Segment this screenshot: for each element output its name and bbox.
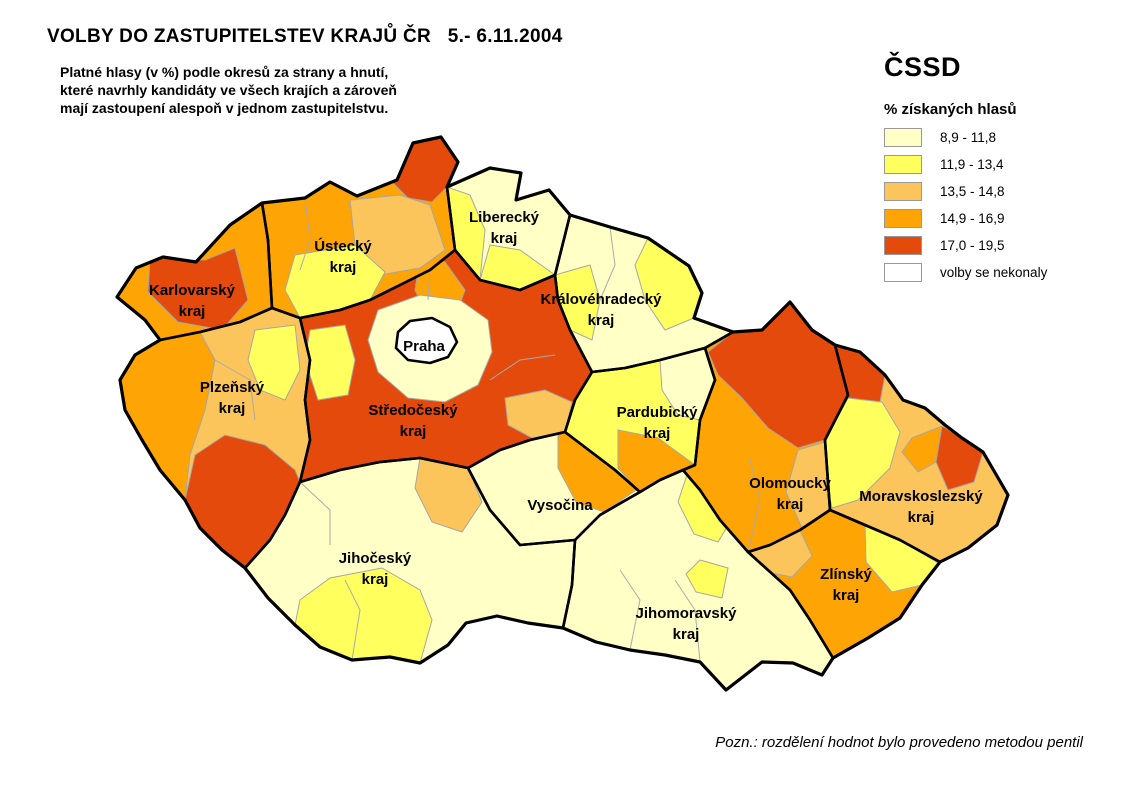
region-label-karlovarsky: Karlovarský kraj [149,282,236,320]
legend: ČSSD % získaných hlasů 8,9 - 11,8 11,9 -… [884,52,1104,290]
region-label-moravskoslezsky: Moravskoslezský kraj [859,488,983,526]
region-label-kralovehradecky: Královéhradecký kraj [541,291,663,329]
map-description: Platné hlasy (v %) podle okresů za stran… [60,63,397,117]
district-patch [825,397,901,509]
region-label-praha: Praha [403,338,445,355]
page-title: VOLBY DO ZASTUPITELSTEV KRAJŮ ČR 5.- 6.1… [47,26,563,47]
region-label-liberecky: Liberecký kraj [469,209,540,247]
district-patch [147,247,249,331]
legend-item: 17,0 - 19,5 [884,236,1104,255]
legend-item: 11,9 - 13,4 [884,155,1104,174]
region-labels: Ústecký kraj Liberecký kraj Karlovarský kra… [149,209,983,643]
legend-label-5: 17,0 - 19,5 [940,238,1005,253]
region-label-pardubicky: Pardubický kraj [617,404,699,442]
region-label-stredocesky: Středočeský kraj [368,402,458,440]
region-label-olomoucky: Olomoucký kraj [749,475,831,513]
legend-item: 14,9 - 16,9 [884,209,1104,228]
district-patch [901,425,943,473]
legend-label-3: 13,5 - 14,8 [940,184,1005,199]
region-label-jihomoravsky: Jihomoravský kraj [636,605,738,643]
district-patch [685,559,729,599]
region-label-ustecky: Ústecký kraj [314,237,372,276]
legend-item: 13,5 - 14,8 [884,182,1104,201]
legend-label-2: 11,9 - 13,4 [940,157,1004,172]
region-label-vysocina: Vysočina [527,497,593,514]
district-patches [120,137,984,663]
legend-label-4: 14,9 - 16,9 [940,211,1005,226]
district-patch [247,324,301,401]
map-description-line3: mají zastoupení alespoň v jednom zastupi… [60,100,389,116]
region-label-plzensky: Plzeňský kraj [200,379,265,417]
legend-label-1: 8,9 - 11,8 [940,130,997,145]
legend-swatch-5 [884,236,922,255]
map-description-line1: Platné hlasy (v %) podle okresů za stran… [60,64,389,80]
legend-swatch-3 [884,182,922,201]
legend-swatch-4 [884,209,922,228]
legend-swatch-6 [884,263,922,282]
legend-party-title: ČSSD [884,52,962,82]
legend-item: 8,9 - 11,8 [884,128,1104,147]
legend-swatch-2 [884,155,922,174]
legend-label-6: volby se nekonaly [940,265,1048,280]
legend-subtitle: % získaných hlasů [884,101,1017,118]
map-description-line2: které navrhly kandidáty ve všech krajích… [60,82,397,98]
legend-swatch-1 [884,128,922,147]
method-note: Pozn.: rozdělení hodnot bylo provedeno m… [715,734,1083,751]
region-praha [394,316,459,365]
legend-item: volby se nekonaly [884,263,1104,282]
region-label-zlinsky: Zlínský kraj [820,566,872,604]
region-label-jihocesky: Jihočeský kraj [339,550,412,588]
district-boundaries [214,197,761,663]
